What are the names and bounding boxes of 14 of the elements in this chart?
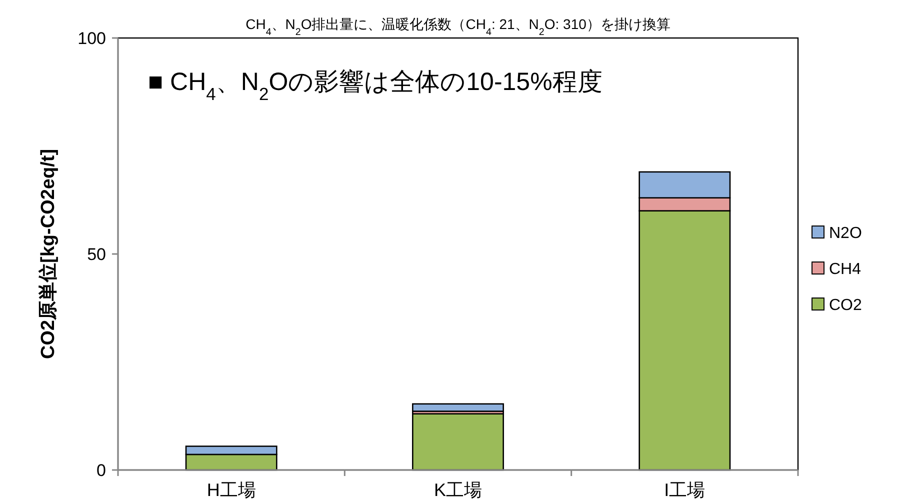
- chart-title: CH$_{4}$、N$_{2}$O排出量に、温暖化係数（CH$_{4}$: 21、N$_{2}$O: 310）を掛け換算: [246, 16, 670, 38]
- bar: [412, 403, 504, 412]
- y-tick-label: 0: [96, 461, 106, 480]
- legend-label: N2O: [829, 225, 862, 242]
- y-tick-label: 50: [87, 245, 106, 264]
- x-tick-label: K工場: [434, 480, 482, 500]
- y-tick-label: 100: [78, 29, 106, 48]
- x-tick-label: H工場: [206, 480, 256, 500]
- y-axis-title: CO2原単位[kg-CO2eq/t]: [38, 148, 59, 360]
- x-tick-label: I工場: [664, 480, 706, 500]
- bar: [412, 413, 504, 471]
- annotation: ■ CH$_{4}$、N$_{2}$Oの影響は全体の10-15%程度: [148, 68, 602, 104]
- legend-label: CH4: [829, 261, 862, 278]
- legend-label: CO2: [829, 297, 862, 314]
